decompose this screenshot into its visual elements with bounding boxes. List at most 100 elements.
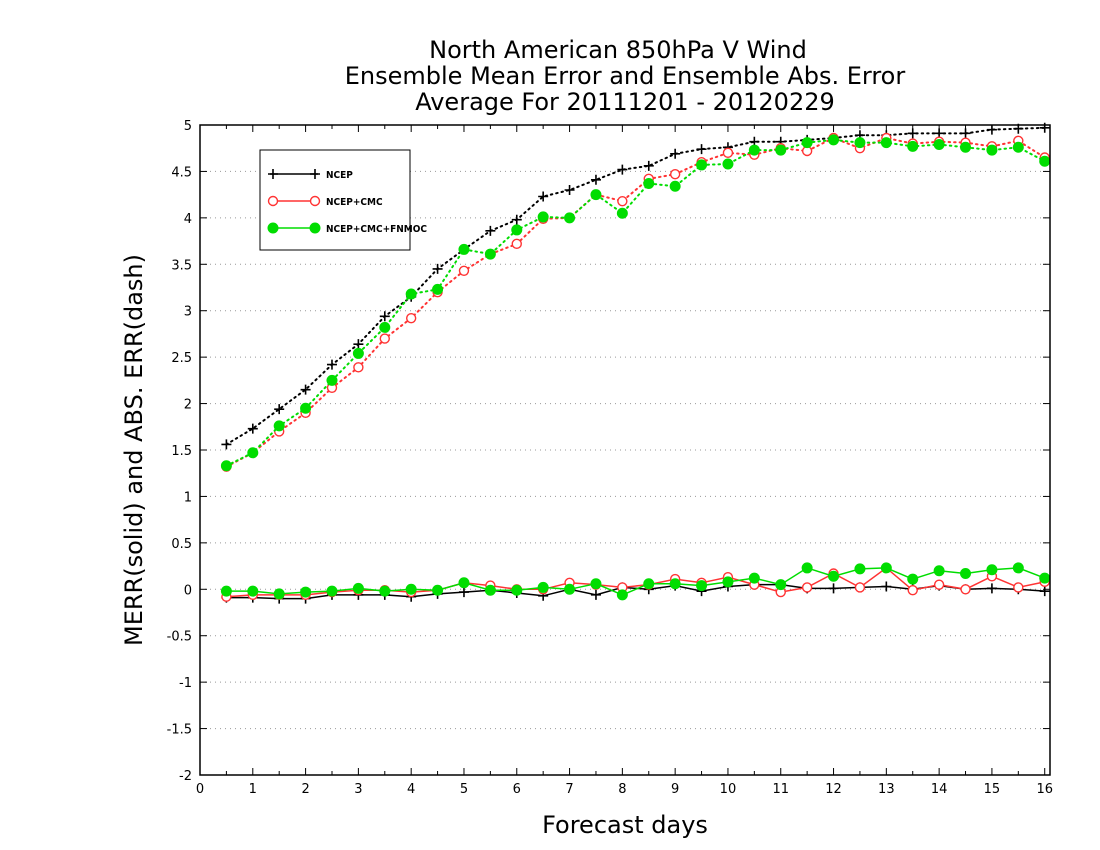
abs-error-point <box>669 180 681 192</box>
y-tick-label: 3.5 <box>171 258 192 273</box>
abs-error-point <box>828 134 840 146</box>
mean-error-point <box>986 564 998 576</box>
mean-error-point <box>854 563 866 575</box>
abs-error-point <box>669 169 681 180</box>
y-tick-label: 4 <box>184 212 192 227</box>
mean-error-point <box>880 562 892 574</box>
abs-error-point <box>960 128 971 139</box>
mean-error-point <box>405 583 417 595</box>
mean-error-point <box>775 579 787 591</box>
mean-error-point <box>722 576 734 588</box>
abs-error-point <box>432 283 444 295</box>
abs-error-line-ncep <box>225 126 1046 446</box>
x-tick-label: 4 <box>407 782 415 797</box>
x-tick-label: 1 <box>249 782 257 797</box>
mean-error-point <box>458 577 470 589</box>
abs-error-point <box>748 144 760 156</box>
mean-error-point <box>432 584 444 596</box>
abs-error-point <box>484 248 496 260</box>
mean-error-point <box>933 565 945 577</box>
mean-error-point <box>933 579 945 590</box>
mean-error-point <box>458 587 469 598</box>
abs-error-point <box>986 144 998 156</box>
legend-marker <box>268 169 278 179</box>
abs-error-point <box>1012 141 1024 153</box>
mean-error-point <box>907 573 919 585</box>
legend-marker <box>267 222 279 234</box>
legend-marker <box>267 195 279 207</box>
abs-error-point <box>616 207 628 219</box>
mean-error-point <box>379 585 391 597</box>
x-tick-label: 9 <box>671 782 679 797</box>
abs-error-point <box>458 243 470 255</box>
x-tick-label: 12 <box>825 782 842 797</box>
x-axis-label: Forecast days <box>542 811 708 839</box>
abs-error-point <box>405 312 417 324</box>
mean-error-point <box>590 578 602 590</box>
abs-error-point <box>801 137 813 149</box>
x-tick-label: 5 <box>460 782 468 797</box>
abs-error-point <box>617 164 628 175</box>
y-axis-label: MERR(solid) and ABS. ERR(dash) <box>120 254 148 646</box>
abs-error-point <box>511 214 522 225</box>
mean-error-point <box>907 585 918 596</box>
mean-error-point <box>1013 582 1024 593</box>
y-tick-label: 0 <box>184 583 192 598</box>
mean-error-point <box>881 581 892 592</box>
abs-error-point <box>221 439 232 450</box>
mean-error-point <box>590 589 601 600</box>
y-tick-label: 2.5 <box>171 351 192 366</box>
x-tick-label: 6 <box>513 782 521 797</box>
mean-error-point <box>484 584 496 596</box>
y-axis-ticks: -2 -1.5 -1 -0.5 0 0.5 1 1.5 2 2.5 3 3.5 4 4.5 5 <box>167 119 1050 784</box>
y-tick-label: -0.5 <box>167 630 192 645</box>
y-tick-label: -1 <box>179 676 192 691</box>
x-tick-label: 10 <box>720 782 737 797</box>
abs-error-point <box>564 212 576 224</box>
gridlines <box>200 170 1050 730</box>
mean-error-point <box>1039 586 1050 597</box>
x-tick-label: 2 <box>301 782 309 797</box>
abs-error-point <box>247 423 258 434</box>
abs-error-point <box>722 147 734 159</box>
abs-error-point <box>274 404 285 415</box>
abs-error-point <box>432 263 443 274</box>
abs-error-point <box>326 374 338 386</box>
abs-error-point <box>670 148 681 159</box>
mean-error-point <box>960 584 971 595</box>
abs-error-point <box>511 238 522 250</box>
mean-error-point <box>643 578 655 590</box>
mean-error-point <box>511 584 523 596</box>
legend-box <box>259 149 411 251</box>
chart-subtitle-line: Ensemble Mean Error and Ensemble Abs. Er… <box>345 62 906 90</box>
mean-error-point <box>220 585 232 597</box>
abs-error-point <box>1039 155 1051 167</box>
mean-error-point <box>669 578 681 590</box>
abs-error-point <box>247 447 259 459</box>
mean-error-point <box>564 583 576 595</box>
mean-error-point <box>801 562 813 574</box>
legend-marker <box>309 222 321 234</box>
mean-error-line-ncep-cmc <box>226 566 1045 598</box>
x-tick-label: 15 <box>984 782 1001 797</box>
abs-error-point <box>960 141 972 153</box>
abs-error-point <box>933 139 945 150</box>
abs-error-point <box>352 347 364 359</box>
chart-period-line: Average For 20111201 - 20120229 <box>415 88 835 116</box>
abs-error-point <box>617 195 628 207</box>
y-tick-label: 1 <box>184 490 192 505</box>
abs-error-point <box>643 178 655 189</box>
legend-label: NCEP+CMC <box>326 197 383 208</box>
y-tick-label: 2 <box>184 398 192 413</box>
mean-error-point <box>854 582 866 593</box>
chart-title-line: North American 850hPa V Wind <box>429 36 807 64</box>
abs-error-point <box>220 460 232 472</box>
mean-error-point <box>801 582 813 593</box>
y-tick-label: -1.5 <box>167 723 192 738</box>
abs-error-point <box>696 144 707 155</box>
abs-error-point <box>485 225 496 236</box>
abs-error-point <box>722 158 734 170</box>
y-tick-label: 1.5 <box>171 444 192 459</box>
abs-error-point <box>643 160 654 171</box>
